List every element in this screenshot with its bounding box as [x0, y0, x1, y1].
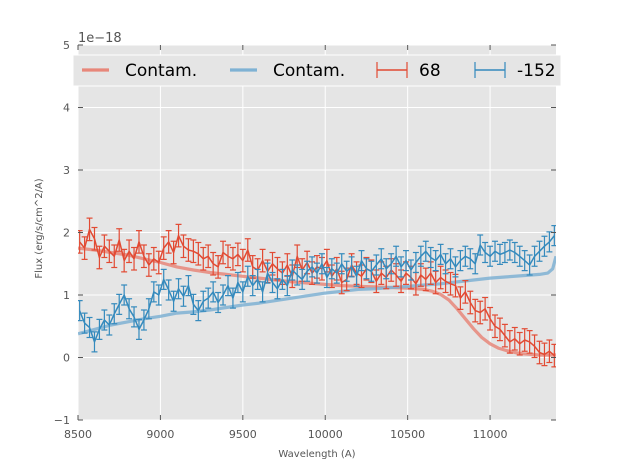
legend-item: -152 [474, 61, 556, 81]
legend: Contam. Contam. 68 -152 [72, 54, 562, 87]
x-tick-label: 10000 [308, 428, 343, 441]
x-tick-label: 10500 [390, 428, 425, 441]
contam-line [78, 255, 556, 336]
x-tick-label: 9500 [229, 428, 257, 441]
y-tick-label: 2 [63, 227, 70, 240]
legend-item: 68 [376, 61, 441, 81]
series-spec_-152 [78, 225, 556, 353]
data-line [78, 235, 555, 343]
axes: 8500 9000 9500 10000 10500 11000 −1 0 1 2 3 4 5 [54, 39, 556, 441]
x-axis-label: Wavelength (A) [278, 449, 355, 460]
series-layer [78, 217, 556, 368]
y-tick-label: 3 [63, 164, 70, 177]
y-offset-label: 1e−18 [78, 31, 122, 46]
legend-label: 68 [419, 61, 441, 81]
y-tick-label: −1 [54, 414, 70, 427]
y-tick-label: 1 [63, 289, 70, 302]
y-tick-label: 4 [63, 102, 70, 115]
legend-label: Contam. [125, 61, 197, 81]
x-tick-label: 11000 [473, 428, 508, 441]
legend-item: Contam. [230, 61, 345, 81]
legend-label: -152 [517, 61, 556, 81]
legend-label: Contam. [273, 61, 345, 81]
y-tick-label: 0 [63, 352, 70, 365]
x-tick-label: 8500 [64, 428, 92, 441]
y-axis-label: Flux (erg/s/cm^2/A) [34, 178, 45, 278]
series-contam_-152 [78, 255, 556, 336]
y-tick-label: 5 [63, 39, 70, 52]
x-tick-label: 9000 [146, 428, 174, 441]
legend-item: Contam. [82, 61, 197, 81]
